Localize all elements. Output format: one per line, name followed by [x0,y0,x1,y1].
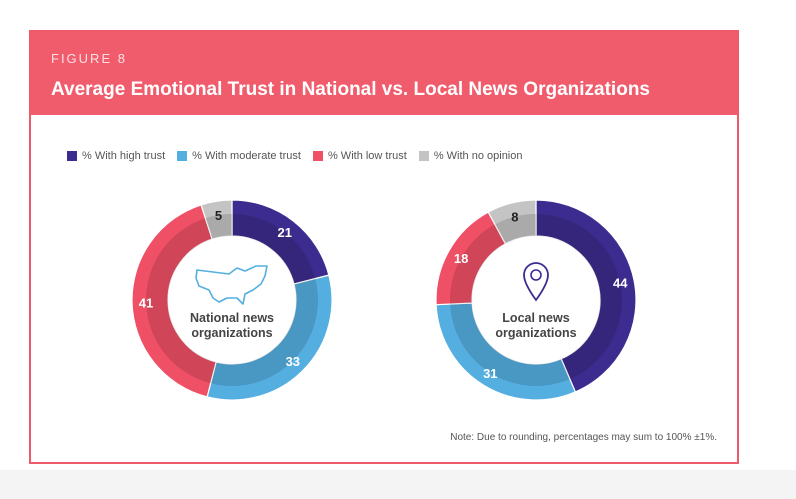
donut-slice-inner-ring-moderate [450,302,570,386]
figure-number: FIGURE 8 [51,51,127,66]
donut-slice-inner-ring-low [450,224,506,305]
legend-swatch-high [67,151,77,161]
page-background-strip [0,470,796,499]
legend-swatch-low [312,151,323,161]
donut-slice-high [535,199,637,393]
location-pin-icon [523,262,549,302]
donut-slice-inner-ring-no-opinion [494,214,536,244]
legend-item-no-opinion: % With no opinion [418,150,523,162]
data-label-high: 21 [277,225,291,240]
location-pin-outline [523,262,549,302]
data-label-moderate: 31 [483,366,497,381]
center-label-line-1: National news [190,311,274,325]
donut-slice-low [131,204,217,398]
legend-label-low: % With low trust [327,150,407,162]
data-label-no-opinion: 8 [511,210,518,225]
center-label-line-2: organizations [495,326,576,340]
legend-label-high: % With high trust [82,150,166,162]
donut-slice-inner-ring-no-opinion [205,214,232,240]
figure-title: Average Emotional Trust in National vs. … [51,79,650,100]
figure-header: FIGURE 8 Average Emotional Trust in Nati… [31,32,737,115]
data-label-low: 41 [139,296,153,311]
data-label-no-opinion: 5 [215,208,222,223]
data-label-high: 44 [613,276,628,291]
legend: % With high trust % With moderate trust … [67,148,535,164]
donut-slice-inner-ring-high [232,214,316,285]
data-label-moderate: 33 [286,354,300,369]
donut-slice-moderate [206,274,333,401]
donut-slice-inner-ring-high [536,214,622,380]
donut-slice-inner-ring-low [145,218,217,384]
donut-slice-no-opinion [200,199,233,240]
legend-swatch-moderate [177,151,188,161]
legend-label-no-opinion: % With no opinion [433,150,523,162]
location-pin-dot [530,269,542,281]
legend-label-moderate: % With moderate trust [192,150,301,162]
legend-item-moderate: % With moderate trust [177,150,301,162]
donut-slice-no-opinion [487,199,537,245]
legend-item-high: % With high trust [67,150,165,162]
legend-item-low: % With low trust [312,150,407,162]
center-label-line-1: Local news [502,311,569,325]
donut-slice-inner-ring-moderate [210,278,318,386]
center-label-line-2: organizations [191,326,272,340]
data-label-low: 18 [454,251,468,266]
usa-map-icon [195,265,268,305]
donut-slice-moderate [435,302,577,401]
legend-swatch-no-opinion [418,151,429,161]
figure-card: FIGURE 8 Average Emotional Trust in Nati… [29,30,739,464]
footnote: Note: Due to rounding, percentages may s… [450,432,717,443]
